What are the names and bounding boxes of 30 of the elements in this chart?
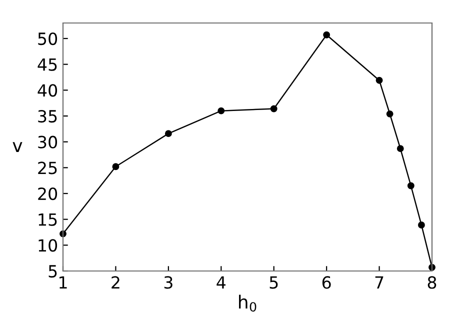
point	[376, 76, 383, 84]
y-tick-label: 10	[38, 239, 58, 252]
y-tick-label: 25	[38, 162, 57, 174]
y-tick-label: 15	[38, 214, 57, 226]
x-tick-label: 1	[60, 276, 67, 289]
x-axis-title: h$_{0}$	[239, 294, 256, 312]
point	[396, 145, 404, 152]
x-tick-label: 2	[112, 276, 120, 289]
y-tick-label: 5	[48, 265, 57, 278]
point	[323, 31, 330, 38]
y-tick-label: 35	[38, 110, 57, 123]
y-tick-label: 20	[38, 187, 58, 200]
x-tick-label: 4	[216, 276, 226, 289]
x-tick-label: 8	[428, 276, 436, 289]
y-tick-label: 40	[38, 84, 58, 97]
y-axis-title: v	[12, 142, 22, 152]
y-tick-label: 45	[38, 58, 57, 71]
x-tick-label: 3	[164, 276, 172, 289]
point	[164, 130, 172, 138]
point	[112, 163, 120, 170]
x-tick-label: 6	[322, 276, 331, 289]
point	[218, 107, 225, 114]
x-tick-label: 5	[270, 276, 278, 289]
point	[386, 110, 394, 118]
y-tick-label: 30	[38, 136, 58, 148]
x-tick-label: 7	[375, 276, 384, 289]
point	[407, 182, 414, 190]
point	[270, 105, 278, 112]
y-tick-label: 50	[38, 32, 58, 46]
point	[418, 222, 425, 228]
